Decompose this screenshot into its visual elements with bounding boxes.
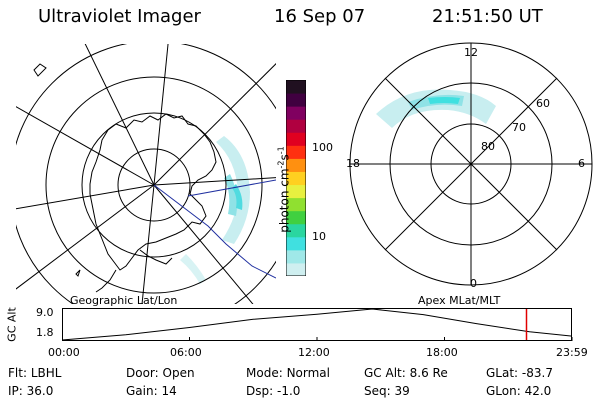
colorbar-segment (286, 184, 306, 199)
altitude-ytick-bottom: 1.8 (36, 326, 54, 339)
status-seq-label: Seq: (364, 384, 391, 398)
colorbar-segment (286, 106, 306, 120)
xtick-0000: 00:00 (48, 346, 80, 359)
xtick-0600: 06:00 (170, 346, 202, 359)
mlt-label-12: 12 (464, 46, 478, 59)
status-glat-label: GLat: (486, 366, 519, 380)
altitude-ytick-top: 9.0 (36, 306, 54, 319)
status-dsp: Dsp: -1.0 (246, 384, 300, 398)
aurora-emission-left (180, 136, 250, 284)
status-glon-value: 42.0 (524, 384, 552, 398)
colorbar-unit-mid: s (277, 154, 292, 161)
colorbar-segment (286, 132, 306, 146)
mlt-label-18: 18 (346, 157, 360, 170)
status-filter: Flt: LBHL (8, 366, 61, 380)
orbit-altitude-line (62, 308, 573, 341)
right-map-caption: Apex MLat/MLT (418, 294, 501, 307)
xtick-2359: 23:59 (556, 346, 588, 359)
xtick-1800: 18:00 (426, 346, 458, 359)
status-glat-value: -83.7 (521, 366, 553, 380)
status-filter-value: LBHL (30, 366, 62, 380)
colorbar-segment (286, 223, 306, 238)
status-dsp-value: -1.0 (276, 384, 301, 398)
colorbar (286, 80, 306, 276)
status-ip-value: 36.0 (26, 384, 54, 398)
colorbar-segment (286, 262, 306, 276)
colorbar-segment (286, 249, 306, 264)
status-seq-value: 39 (394, 384, 410, 398)
status-dsp-label: Dsp: (246, 384, 274, 398)
colorbar-segment (286, 145, 306, 159)
status-filter-label: Flt: (8, 366, 27, 380)
image-time: 21:51:50 UT (432, 6, 543, 27)
colorbar-segment (286, 119, 306, 133)
status-door: Door: Open (126, 366, 195, 380)
altitude-plot (62, 308, 573, 341)
mlat-label-60: 60 (536, 97, 550, 110)
status-gc-alt-label: GC Alt: (364, 366, 406, 380)
status-mode: Mode: Normal (246, 366, 330, 380)
status-door-label: Door: (126, 366, 159, 380)
status-mode-label: Mode: (246, 366, 283, 380)
colorbar-unit-exp2: -1 (276, 146, 286, 155)
status-mode-value: Normal (286, 366, 330, 380)
colorbar-segment (286, 171, 306, 186)
status-seq: Seq: 39 (364, 384, 410, 398)
magnetic-map (349, 42, 593, 286)
colorbar-tick-100: 100 (312, 141, 333, 154)
colorbar-unit-exp1: -2 (276, 160, 286, 169)
mlat-label-80: 80 (481, 140, 495, 153)
status-glon: GLon: 42.0 (486, 384, 551, 398)
colorbar-segment (286, 236, 306, 251)
geographic-map (16, 44, 276, 304)
image-date: 16 Sep 07 (274, 6, 366, 27)
colorbar-segment (286, 80, 306, 94)
aurora-emission-right (376, 89, 496, 128)
colorbar-segment (286, 197, 306, 212)
mlat-label-70: 70 (512, 121, 526, 134)
status-glon-label: GLon: (486, 384, 521, 398)
colorbar-tick-10: 10 (312, 230, 326, 243)
status-gc-alt: GC Alt: 8.6 Re (364, 366, 448, 380)
left-map-caption: Geographic Lat/Lon (70, 294, 178, 307)
status-gain: Gain: 14 (126, 384, 177, 398)
status-ip-label: IP: (8, 384, 23, 398)
status-door-value: Open (162, 366, 195, 380)
status-gc-alt-value: 8.6 Re (409, 366, 448, 380)
status-gain-label: Gain: (126, 384, 158, 398)
status-gain-value: 14 (161, 384, 177, 398)
colorbar-segment (286, 158, 306, 172)
colorbar-unit: photon cm-2s-1 (277, 120, 292, 260)
colorbar-segment (286, 210, 306, 225)
instrument-title: Ultraviolet Imager (38, 6, 201, 27)
mlt-label-6: 6 (578, 157, 585, 170)
status-glat: GLat: -83.7 (486, 366, 553, 380)
xtick-1200: 12:00 (298, 346, 330, 359)
mlt-label-0: 0 (470, 277, 477, 290)
altitude-ylabel: GC Alt (5, 307, 19, 342)
colorbar-unit-base: photon cm (277, 168, 292, 233)
antarctica-coastline (89, 113, 217, 271)
colorbar-segment (286, 93, 306, 107)
status-ip: IP: 36.0 (8, 384, 53, 398)
